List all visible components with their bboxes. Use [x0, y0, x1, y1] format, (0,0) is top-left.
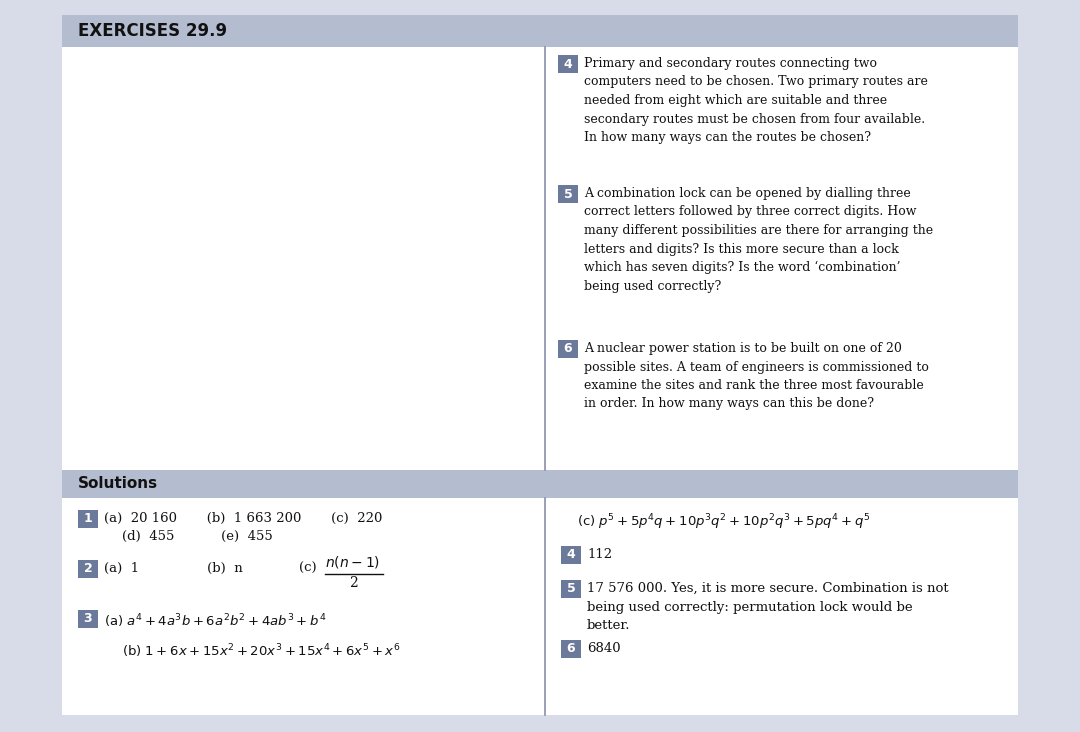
Bar — [561, 580, 581, 598]
Bar — [558, 55, 578, 73]
Text: Primary and secondary routes connecting two
computers need to be chosen. Two pri: Primary and secondary routes connecting … — [584, 57, 928, 144]
Text: (a)  1                (b)  n: (a) 1 (b) n — [104, 562, 243, 575]
Text: (a) $a^4 + 4a^3b + 6a^2b^2 + 4ab^3 + b^4$: (a) $a^4 + 4a^3b + 6a^2b^2 + 4ab^3 + b^4… — [104, 612, 326, 630]
Bar — [62, 470, 1018, 498]
Text: 3: 3 — [83, 613, 92, 626]
Text: 2: 2 — [83, 562, 93, 575]
Text: 17 576 000. Yes, it is more secure. Combination is not
being used correctly: per: 17 576 000. Yes, it is more secure. Comb… — [588, 582, 948, 632]
Text: 2: 2 — [349, 576, 357, 590]
Bar — [78, 560, 98, 578]
Text: 6: 6 — [564, 343, 572, 356]
Bar — [561, 546, 581, 564]
Text: 4: 4 — [567, 548, 576, 561]
Text: 1: 1 — [83, 512, 93, 526]
Text: (d)  455           (e)  455: (d) 455 (e) 455 — [122, 530, 273, 543]
Text: EXERCISES 29.9: EXERCISES 29.9 — [78, 22, 227, 40]
Bar — [558, 340, 578, 358]
Bar — [78, 510, 98, 528]
Text: $n(n-1)$: $n(n-1)$ — [325, 554, 380, 570]
Bar — [558, 185, 578, 203]
Text: 6: 6 — [567, 643, 576, 655]
Text: 4: 4 — [564, 58, 572, 70]
Text: 5: 5 — [567, 583, 576, 596]
Text: (c): (c) — [299, 562, 316, 575]
Bar — [78, 610, 98, 628]
Text: 5: 5 — [564, 187, 572, 201]
Text: (a)  20 160       (b)  1 663 200       (c)  220: (a) 20 160 (b) 1 663 200 (c) 220 — [104, 512, 382, 525]
Text: Solutions: Solutions — [78, 477, 158, 491]
Bar — [62, 15, 1018, 715]
Text: (c) $p^5 + 5p^4q + 10p^3q^2 + 10p^2q^3 + 5pq^4 + q^5$: (c) $p^5 + 5p^4q + 10p^3q^2 + 10p^2q^3 +… — [577, 512, 870, 531]
Text: A nuclear power station is to be built on one of 20
possible sites. A team of en: A nuclear power station is to be built o… — [584, 342, 929, 411]
Bar — [561, 640, 581, 658]
Text: 6840: 6840 — [588, 642, 621, 655]
Bar — [62, 15, 1018, 47]
Text: (b) $1 + 6x + 15x^2 + 20x^3 + 15x^4 + 6x^5 + x^6$: (b) $1 + 6x + 15x^2 + 20x^3 + 15x^4 + 6x… — [122, 642, 401, 660]
Text: 112: 112 — [588, 548, 612, 561]
Text: A combination lock can be opened by dialling three
correct letters followed by t: A combination lock can be opened by dial… — [584, 187, 933, 293]
